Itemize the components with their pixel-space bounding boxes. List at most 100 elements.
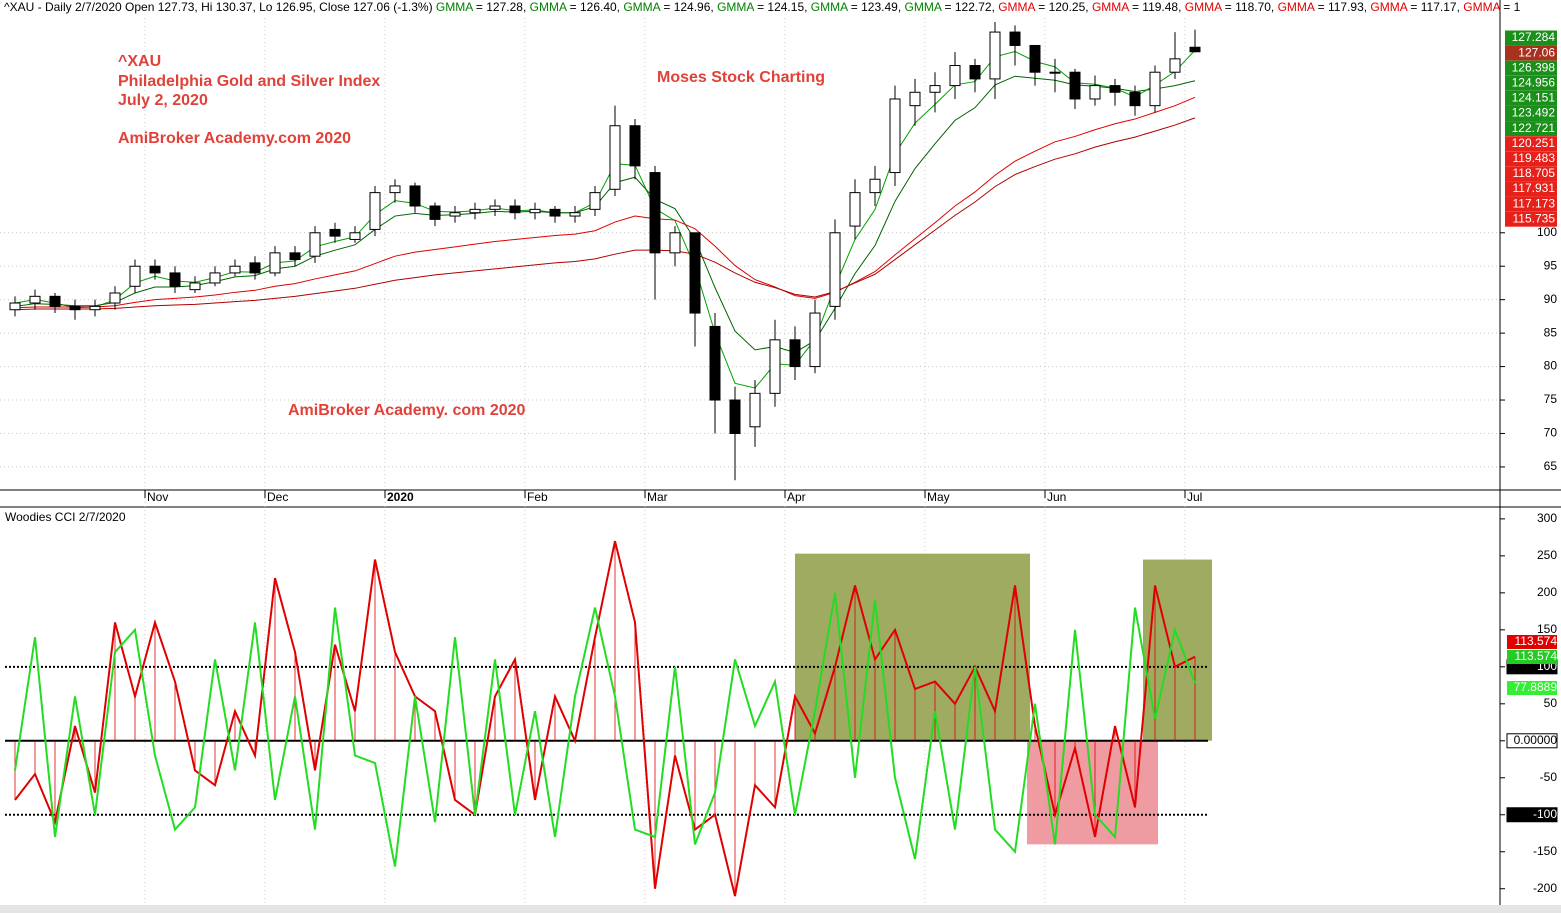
candle-body (169, 272, 181, 287)
y-tick-label: 75 (1544, 392, 1558, 406)
value-badge (1507, 635, 1557, 649)
candle-body (329, 228, 341, 237)
header-segment: GMMA (1278, 0, 1315, 14)
price-badge (1505, 60, 1557, 76)
candle-body (1049, 71, 1061, 74)
candle-body (849, 192, 861, 227)
candle-body (289, 252, 301, 261)
header-segment: GMMA (436, 0, 473, 14)
candle-body (1089, 85, 1101, 100)
header-segment: GMMA (530, 0, 567, 14)
price-badge-label: 123.492 (1512, 106, 1556, 120)
header-segment: = 1 (1500, 0, 1521, 14)
candle-body (349, 232, 361, 240)
price-badge (1505, 121, 1557, 137)
annotation: ^XAU (118, 53, 161, 70)
x-tick-label: 2020 (387, 490, 414, 504)
chart-header: ^XAU - Daily 2/7/2020 Open 127.73, Hi 13… (4, 0, 1521, 14)
candle-body (769, 339, 781, 394)
candle-body (49, 295, 61, 307)
header-segment: = 122.72, (941, 0, 998, 14)
candle-body (29, 295, 41, 304)
price-badge-label: 126.398 (1512, 60, 1556, 74)
candle-body (529, 208, 541, 214)
gmma-line (14, 117, 1196, 311)
candle-body (1169, 58, 1181, 73)
candle-body (449, 212, 461, 217)
y-tick-label: 95 (1544, 258, 1558, 272)
x-tick-label: May (927, 490, 950, 504)
highlight-zone (795, 553, 1030, 741)
candle-body (609, 125, 621, 190)
price-badge-label: 127.284 (1512, 30, 1556, 44)
candle-body (629, 125, 641, 167)
x-tick-label: Dec (267, 490, 288, 504)
annotation: AmiBroker Academy.com 2020 (118, 130, 351, 147)
candle-body (489, 205, 501, 210)
annotation: Moses Stock Charting (657, 69, 825, 86)
y-tick-label: -150 (1533, 844, 1557, 858)
candle-body (89, 305, 101, 311)
price-badge-label: 124.151 (1512, 91, 1556, 105)
annotation: AmiBroker Academy. com 2020 (288, 402, 526, 419)
y-tick-label: 70 (1544, 426, 1558, 440)
candle-body (789, 339, 801, 368)
price-badge (1505, 136, 1557, 152)
cci-title: Woodies CCI 2/7/2020 (5, 510, 126, 524)
gmma-line (14, 96, 1196, 309)
price-badge (1505, 166, 1557, 182)
price-badge (1505, 211, 1557, 227)
price-badge (1505, 181, 1557, 197)
y-tick-badge (1506, 807, 1558, 823)
header-segment: = 124.96, (660, 0, 717, 14)
price-badge-label: 117.173 (1513, 196, 1556, 210)
x-tick-label: Jul (1187, 490, 1202, 504)
cci-line (14, 592, 1196, 867)
price-badge (1505, 75, 1557, 91)
y-tick-label: -100 (1533, 807, 1557, 821)
y-tick-label: 85 (1544, 325, 1558, 339)
candle-body (869, 178, 881, 194)
main-layer: 65 70 75 80 85 90 95 100 Nov Dec 2020 Feb Mar Apr May J… (5, 22, 1558, 897)
header-segment: GMMA (717, 0, 754, 14)
x-tick-label: Apr (787, 490, 806, 504)
header-segment: = 120.25, (1035, 0, 1092, 14)
x-tick-label: Mar (647, 490, 668, 504)
y-tick-label: 80 (1544, 359, 1558, 373)
candle-body (669, 232, 681, 254)
price-badge (1505, 90, 1557, 106)
y-tick-label: 200 (1537, 585, 1557, 599)
header-segment: = 124.15, (754, 0, 811, 14)
candle-body (149, 265, 161, 274)
candle-body (889, 98, 901, 174)
header-segment: = 123.49, (847, 0, 904, 14)
candle-body (749, 392, 761, 428)
price-badge-label: 127.06 (1518, 45, 1555, 59)
candle-body (729, 399, 741, 434)
candle-body (69, 305, 81, 311)
candle-body (409, 185, 421, 207)
x-tick-label: Feb (527, 490, 548, 504)
candle-body (549, 208, 561, 217)
candle-body (1009, 31, 1021, 46)
candle-body (989, 31, 1001, 80)
header-segment: GMMA (1370, 0, 1407, 14)
header-segment: GMMA (623, 0, 660, 14)
value-badge (1507, 650, 1557, 664)
y-tick-label: 0.00000 (1514, 733, 1558, 747)
candle-body (109, 292, 121, 304)
candle-body (309, 232, 321, 257)
header-segment: = 127.28, (473, 0, 530, 14)
price-badge (1505, 45, 1557, 61)
y-tick-label: -200 (1533, 881, 1557, 895)
price-badge (1505, 30, 1557, 46)
header-segment: = 126.40, (566, 0, 623, 14)
header-segment: GMMA (905, 0, 942, 14)
header-segment: GMMA (1092, 0, 1129, 14)
candle-body (929, 85, 941, 93)
candle-body (709, 325, 721, 401)
candle-body (189, 282, 201, 291)
y-tick-label: 90 (1544, 292, 1558, 306)
candle-body (649, 172, 661, 254)
